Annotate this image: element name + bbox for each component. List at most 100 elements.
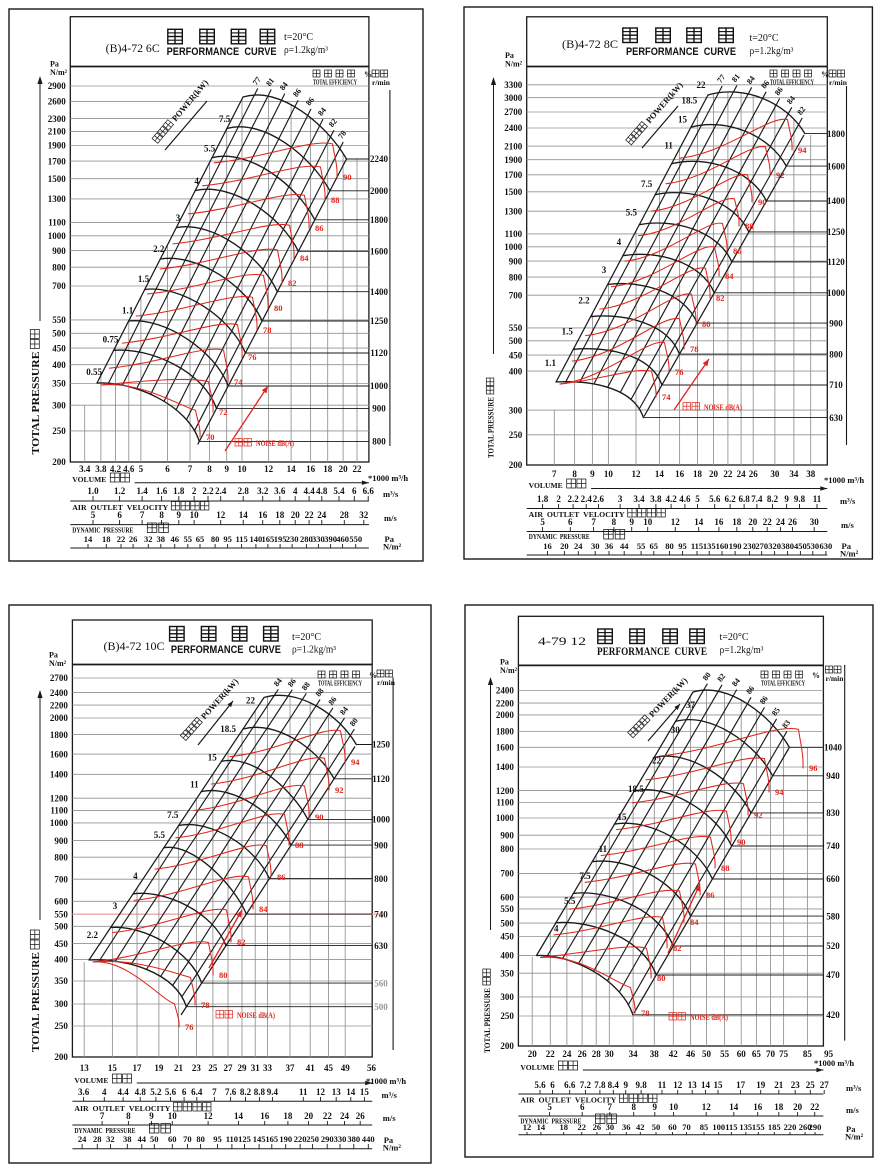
svg-text:900: 900: [374, 840, 388, 850]
svg-text:5.2: 5.2: [150, 1087, 162, 1097]
svg-text:400: 400: [500, 951, 514, 961]
svg-text:470: 470: [826, 970, 840, 980]
svg-text:250: 250: [500, 1011, 514, 1021]
svg-text:900: 900: [829, 318, 843, 328]
svg-text:N/m²: N/m²: [840, 549, 859, 559]
svg-text:19: 19: [756, 1080, 766, 1090]
svg-text:27: 27: [224, 1063, 234, 1073]
svg-text:145: 145: [253, 1134, 266, 1144]
svg-text:16: 16: [675, 469, 685, 479]
svg-text:7.2: 7.2: [580, 1080, 592, 1090]
svg-text:1000: 1000: [50, 818, 69, 828]
svg-text:9: 9: [629, 517, 634, 527]
svg-text:1900: 1900: [48, 141, 67, 151]
svg-text:1.4: 1.4: [136, 486, 148, 496]
svg-text:1500: 1500: [48, 174, 67, 184]
svg-text:80: 80: [665, 541, 674, 551]
svg-text:6: 6: [550, 1080, 555, 1090]
svg-text:65: 65: [752, 1049, 762, 1059]
svg-text:1000: 1000: [827, 288, 846, 298]
svg-text:t=20°C: t=20°C: [750, 33, 779, 44]
svg-text:1.8: 1.8: [173, 486, 185, 496]
svg-text:2: 2: [556, 494, 561, 504]
svg-text:55: 55: [184, 534, 193, 544]
svg-text:(B)4-72 10C: (B)4-72 10C: [104, 641, 165, 653]
svg-text:80: 80: [657, 973, 666, 983]
svg-text:NOISE dB(A): NOISE dB(A): [237, 1011, 275, 1020]
svg-text:24: 24: [737, 469, 747, 479]
svg-text:49: 49: [341, 1063, 351, 1073]
svg-text:15: 15: [618, 812, 628, 822]
svg-text:20: 20: [291, 510, 301, 520]
svg-text:TOTAL EFFICIENCY: TOTAL EFFICIENCY: [318, 681, 362, 688]
svg-text:11: 11: [813, 494, 822, 504]
svg-text:1250: 1250: [827, 227, 846, 237]
svg-text:16: 16: [543, 541, 552, 551]
svg-text:50: 50: [652, 1122, 661, 1132]
svg-text:AIR OUTLET VELOCITY: AIR OUTLET VELOCITY: [74, 1105, 170, 1113]
svg-text:450: 450: [509, 350, 523, 360]
svg-text:290: 290: [809, 1122, 822, 1132]
svg-text:460: 460: [336, 534, 349, 544]
svg-text:580: 580: [826, 911, 840, 921]
svg-text:8: 8: [612, 517, 617, 527]
svg-text:TOTAL PRESSURE: TOTAL PRESSURE: [487, 397, 496, 458]
svg-text:135: 135: [739, 1122, 752, 1132]
svg-text:DYNAMIC PRESSURE: DYNAMIC PRESSURE: [74, 1127, 135, 1135]
svg-text:18: 18: [693, 469, 703, 479]
svg-text:190: 190: [279, 1134, 292, 1144]
svg-text:830: 830: [826, 808, 840, 818]
svg-text:710: 710: [829, 380, 843, 390]
svg-text:5.5: 5.5: [204, 144, 216, 154]
svg-text:2000: 2000: [496, 710, 515, 720]
svg-text:VOLUME: VOLUME: [74, 1076, 108, 1085]
svg-text:350: 350: [500, 968, 514, 978]
svg-text:81: 81: [730, 72, 742, 84]
svg-text:PERFORMANCE CURVE: PERFORMANCE CURVE: [597, 646, 707, 658]
svg-text:38: 38: [123, 1134, 132, 1144]
svg-text:TOTAL PRESSURE: TOTAL PRESSURE: [31, 351, 42, 454]
svg-text:84: 84: [338, 705, 350, 717]
svg-text:18.5: 18.5: [628, 784, 644, 794]
svg-text:AIR OUTLET VELOCITY: AIR OUTLET VELOCITY: [72, 504, 168, 512]
svg-text:115: 115: [725, 1122, 737, 1132]
svg-text:660: 660: [826, 874, 840, 884]
svg-text:13: 13: [80, 1063, 90, 1073]
svg-text:1900: 1900: [504, 155, 523, 165]
svg-text:82: 82: [327, 117, 339, 129]
svg-text:7: 7: [140, 510, 145, 520]
svg-text:14: 14: [84, 534, 93, 544]
svg-text:NOISE dB(A): NOISE dB(A): [690, 1013, 728, 1022]
svg-text:t=20°C: t=20°C: [720, 632, 749, 643]
svg-text:3: 3: [176, 213, 181, 223]
svg-text:86: 86: [758, 694, 770, 706]
svg-text:*1000 m³/h: *1000 m³/h: [824, 475, 864, 485]
svg-text:60: 60: [737, 1049, 747, 1059]
svg-text:700: 700: [509, 290, 523, 300]
svg-text:*1000 m³/h: *1000 m³/h: [366, 1076, 406, 1086]
svg-text:300: 300: [509, 405, 523, 415]
svg-text:6: 6: [165, 464, 170, 474]
svg-text:630: 630: [374, 941, 388, 951]
svg-text:250: 250: [52, 426, 66, 436]
svg-text:20: 20: [304, 1111, 314, 1121]
svg-text:700: 700: [500, 869, 514, 879]
svg-text:4.2: 4.2: [665, 494, 677, 504]
svg-text:92: 92: [335, 785, 344, 795]
svg-text:18: 18: [283, 1111, 293, 1121]
svg-text:1800: 1800: [496, 727, 515, 737]
svg-text:16: 16: [258, 510, 268, 520]
svg-text:22: 22: [305, 510, 315, 520]
svg-text:8.2: 8.2: [240, 1087, 252, 1097]
svg-text:600: 600: [54, 897, 68, 907]
svg-text:84: 84: [725, 271, 734, 281]
svg-text:86: 86: [327, 695, 339, 707]
svg-text:84: 84: [272, 676, 284, 688]
svg-text:77: 77: [715, 73, 727, 85]
svg-text:10: 10: [190, 510, 200, 520]
svg-text:6: 6: [182, 1087, 187, 1097]
svg-text:6: 6: [568, 517, 573, 527]
svg-text:800: 800: [374, 874, 388, 884]
svg-text:1400: 1400: [827, 196, 846, 206]
svg-text:42: 42: [636, 1122, 645, 1132]
